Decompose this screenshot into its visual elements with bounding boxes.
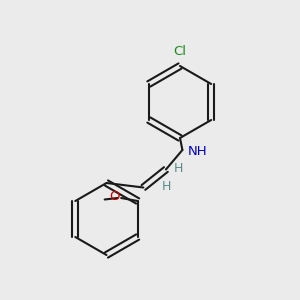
Text: H: H: [161, 179, 171, 193]
Text: Cl: Cl: [173, 46, 187, 59]
Text: H: H: [173, 161, 183, 175]
Text: O: O: [109, 190, 120, 203]
Text: NH: NH: [188, 145, 207, 158]
